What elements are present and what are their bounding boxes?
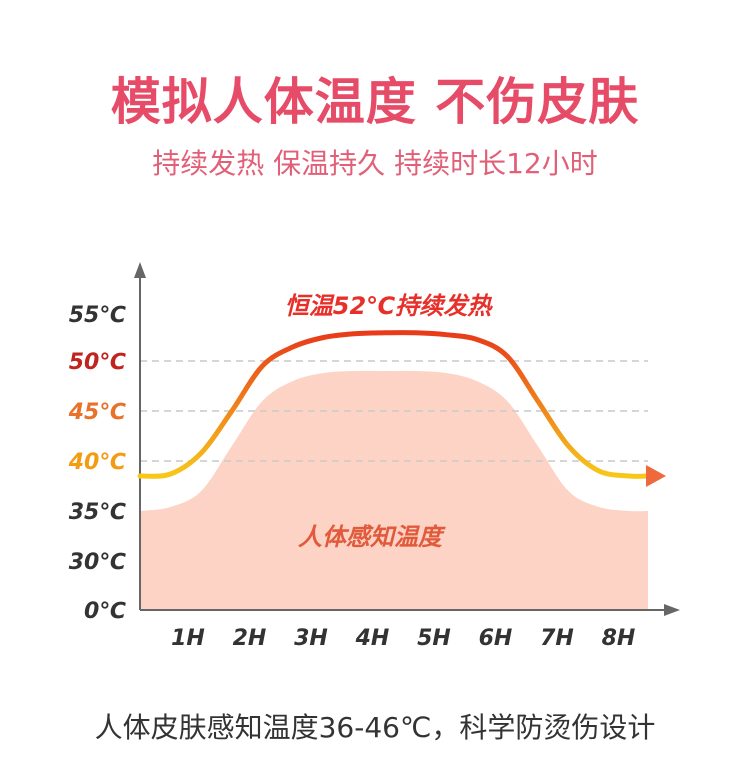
- x-tick-label: 7H: [540, 626, 574, 651]
- x-tick-label: 1H: [171, 626, 205, 651]
- x-tick-label: 4H: [355, 626, 390, 651]
- heating-temperature-line: [137, 330, 651, 479]
- y-tick-label: 40℃: [68, 450, 127, 475]
- area-annotation: 人体感知温度: [298, 523, 446, 551]
- y-tick-label: 35℃: [69, 500, 127, 525]
- page-subtitle: 持续发热 保温持久 持续时长12小时: [152, 147, 598, 180]
- label-layer: 0℃ 30℃ 35℃ 40℃ 45℃ 50℃ 55℃ 1H 2H 3H 4H 5H 6H 7H 8H 恒温52…: [68, 292, 636, 651]
- area-layer: [140, 370, 648, 610]
- x-tick-label: 5H: [417, 626, 451, 651]
- x-tick-label: 6H: [479, 626, 513, 651]
- x-axis-arrow-icon: [664, 604, 680, 616]
- y-tick-label: 0℃: [84, 599, 126, 624]
- x-tick-label: 2H: [233, 626, 267, 651]
- x-tick-label: 8H: [602, 626, 636, 651]
- line-annotation: 恒温52℃持续发热: [285, 292, 493, 320]
- line-end-arrow-icon: [646, 465, 666, 487]
- page-title: 模拟人体温度 不伤皮肤: [110, 73, 640, 131]
- y-tick-label: 45℃: [68, 400, 127, 425]
- y-tick-label: 55℃: [69, 303, 127, 328]
- x-tick-label: 3H: [294, 626, 328, 651]
- y-axis-arrow-icon: [134, 262, 146, 278]
- footer-note: 人体皮肤感知温度36-46℃，科学防烫伤设计: [94, 711, 656, 744]
- axis-layer: [134, 262, 680, 616]
- y-tick-label: 50℃: [69, 350, 127, 375]
- line-layer: [137, 330, 666, 487]
- y-tick-label: 30℃: [69, 550, 127, 575]
- perceived-temperature-area: [140, 370, 648, 610]
- grid-layer: [140, 360, 648, 462]
